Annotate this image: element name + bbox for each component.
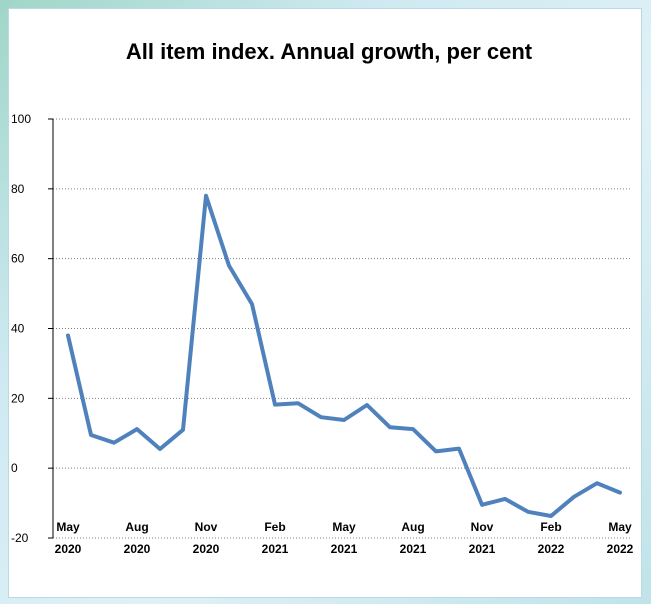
x-tick-year: 2022 (607, 542, 634, 556)
x-tick-month: May (608, 520, 632, 534)
x-tick-year: 2021 (400, 542, 427, 556)
y-axis-ticks: -20 0 20 40 60 80 100 (11, 112, 53, 545)
x-tick-year: 2020 (55, 542, 82, 556)
x-tick-month: Aug (401, 520, 424, 534)
y-tick-label: 40 (11, 322, 25, 336)
y-tick-label: 80 (11, 182, 25, 196)
x-tick-year: 2021 (469, 542, 496, 556)
x-tick-month: Feb (540, 520, 561, 534)
x-tick-year: 2021 (262, 542, 289, 556)
y-tick-label: 60 (11, 252, 25, 266)
series-line (66, 193, 622, 518)
x-tick-month: Aug (125, 520, 148, 534)
x-tick-month: Nov (195, 520, 218, 534)
y-tick-label: 20 (11, 391, 25, 405)
y-tick-label: 0 (11, 461, 18, 475)
x-tick-year: 2020 (124, 542, 151, 556)
series-lines (66, 193, 622, 518)
x-axis-ticks: May 2020 Aug 2020 Nov 2020 Feb 2021 May 2021 Aug 20… (55, 520, 634, 556)
x-tick-month: May (332, 520, 356, 534)
y-tick-label: -20 (11, 531, 29, 545)
x-tick-month: Feb (264, 520, 285, 534)
x-tick-year: 2020 (193, 542, 220, 556)
y-tick-label: 100 (11, 112, 31, 126)
x-tick-year: 2022 (538, 542, 565, 556)
x-tick-month: May (56, 520, 80, 534)
gridlines (53, 118, 632, 539)
x-tick-year: 2021 (331, 542, 358, 556)
chart-panel: All item index. Annual growth, per cent (8, 8, 642, 598)
x-tick-month: Nov (471, 520, 494, 534)
chart-title: All item index. Annual growth, per cent (125, 39, 533, 64)
